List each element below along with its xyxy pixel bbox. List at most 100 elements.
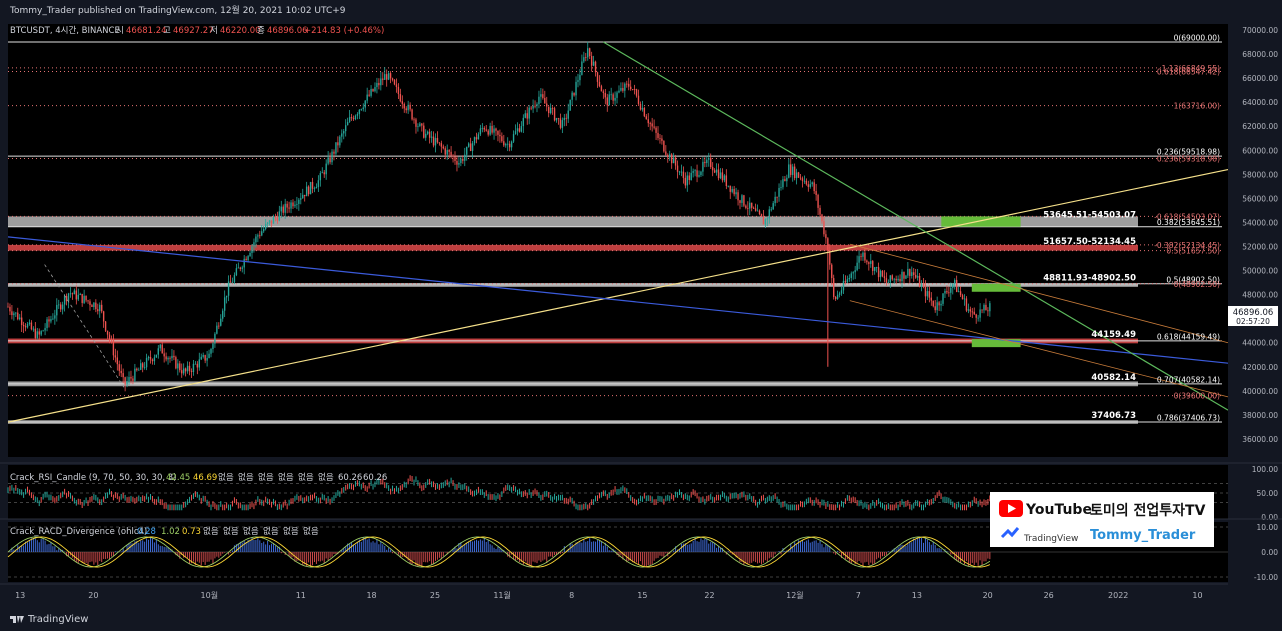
candle-body [629, 86, 632, 90]
candle-body [516, 128, 519, 132]
candle-body [708, 158, 710, 160]
candle-body [592, 61, 595, 66]
candle-body [333, 151, 335, 154]
candle-body [587, 48, 589, 58]
time-tick-16: 10 [1192, 591, 1202, 600]
candle-body [569, 99, 571, 111]
candle-body [680, 171, 683, 173]
candle-body [417, 126, 419, 127]
candle-body [967, 309, 970, 311]
candle-body [266, 222, 269, 224]
candle-body [284, 203, 286, 213]
candle-body [329, 157, 331, 163]
candle-body [399, 94, 402, 102]
candle-body [280, 206, 282, 212]
candle-body [907, 269, 909, 276]
fib-label-10: 0.5(48902.50) [1166, 275, 1220, 284]
candle-body [378, 82, 380, 86]
price-axis-bg [1228, 22, 1282, 584]
candle-body [298, 199, 300, 204]
candle-body [483, 127, 485, 130]
candle-body [112, 340, 115, 356]
candle-body [380, 78, 382, 86]
candle-body [602, 91, 605, 94]
last-price-value: 46896.06 [1233, 308, 1274, 318]
racd-value-1: 0.28 [137, 527, 156, 537]
candle-body [102, 311, 105, 322]
candle-body [384, 74, 386, 80]
time-tick-7: 8 [569, 591, 574, 600]
time-axis: 13 20 10월 11 18 25 11월 8 15 22 12월 7 13 20 26 2022 10 [15, 590, 1202, 600]
candle-body [790, 164, 792, 175]
candle-body [893, 278, 895, 280]
rsi-value-4: 60.26 [363, 473, 387, 483]
candle-body [885, 278, 888, 283]
candle-body [225, 295, 228, 298]
racd-na-6: 없음 [303, 527, 319, 537]
time-tick-9: 22 [704, 591, 714, 600]
zone-label-4: 40582.14 [1091, 373, 1136, 383]
candle-body [961, 295, 964, 300]
time-tick-6: 11월 [493, 590, 511, 600]
candle-body [497, 130, 499, 135]
candle-body [834, 296, 837, 299]
fib-label-7: 0.382(53645.51) [1157, 218, 1220, 227]
candle-body [32, 328, 35, 330]
close-label: 종 [257, 26, 265, 36]
footer-brand: TradingView [28, 614, 89, 625]
candle-body [936, 302, 938, 311]
candle-body [780, 187, 782, 188]
candle-body [620, 88, 622, 91]
racd-signal-line [7, 536, 991, 568]
open-value: 46681.24 [126, 26, 167, 36]
candle-body [733, 188, 735, 195]
candle-body [784, 179, 786, 182]
candle-body [145, 358, 148, 368]
candle-body [983, 304, 985, 311]
trend-line-orange-3 [849, 243, 1229, 344]
change-value: +214.83 (+0.46%) [304, 26, 384, 36]
candle-body [440, 143, 443, 147]
candle-body [452, 155, 454, 157]
candle-body [241, 267, 243, 269]
chart-area[interactable]: 0(69000.00) 1.13(66849.55)0.618(66547.42)… [0, 22, 1282, 608]
candle-body [717, 169, 720, 179]
candle-body [122, 373, 124, 378]
zone-label-0: 53645.51-54503.07 [1043, 211, 1136, 221]
price-tick-14: 42000.00 [1242, 363, 1278, 372]
candle-body [218, 325, 220, 327]
rsi-na-1: 없음 [218, 473, 234, 483]
target-box-2 [971, 339, 1021, 348]
candle-body [846, 279, 849, 283]
candle-body [372, 88, 374, 92]
candle-body [229, 281, 232, 283]
candle-body [954, 279, 956, 284]
candle-body [387, 73, 390, 80]
candle-body [413, 119, 415, 121]
candle-body [446, 150, 448, 155]
candle-body [715, 169, 718, 173]
candle-body [776, 196, 778, 198]
candle-body [548, 106, 550, 114]
candle-body [309, 181, 312, 195]
rsi-na-5: 없음 [298, 473, 314, 483]
candle-body [52, 318, 54, 320]
candle-body [56, 304, 58, 316]
fib-label-13: 0.707(40582.14) [1157, 375, 1220, 384]
candle-body [706, 159, 708, 164]
candle-body [672, 157, 675, 164]
candle-body [315, 186, 318, 189]
candle-body [532, 105, 534, 109]
candle-body [803, 180, 806, 182]
candle-body [409, 104, 411, 110]
close-value: 46896.06 [267, 26, 308, 36]
candle-body [294, 204, 296, 207]
candle-body [975, 314, 977, 318]
candle-body [760, 214, 763, 217]
candle-body [173, 355, 175, 358]
candle-body [214, 333, 216, 344]
candle-body [959, 291, 962, 296]
candle-body [323, 172, 325, 175]
candle-body [302, 194, 304, 199]
candle-body [147, 356, 150, 359]
